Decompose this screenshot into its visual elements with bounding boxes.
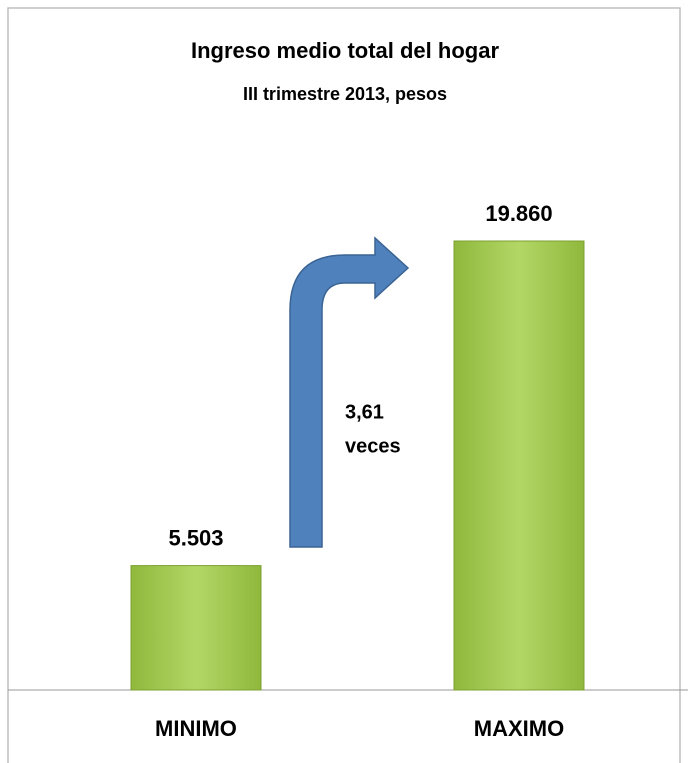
chart-subtitle: III trimestre 2013, pesos — [243, 84, 447, 104]
x-tick-label: MAXIMO — [474, 716, 564, 741]
frame — [7, 7, 681, 763]
value-label: 5.503 — [168, 525, 223, 550]
annotation: 3,61 — [345, 401, 384, 423]
bar — [130, 565, 262, 691]
bar — [453, 240, 585, 691]
annotation: veces — [345, 435, 401, 457]
x-tick-label: MINIMO — [155, 716, 237, 741]
arrow — [289, 236, 410, 548]
chart-title: Ingreso medio total del hogar — [191, 38, 499, 63]
value-label: 19.860 — [485, 201, 552, 226]
